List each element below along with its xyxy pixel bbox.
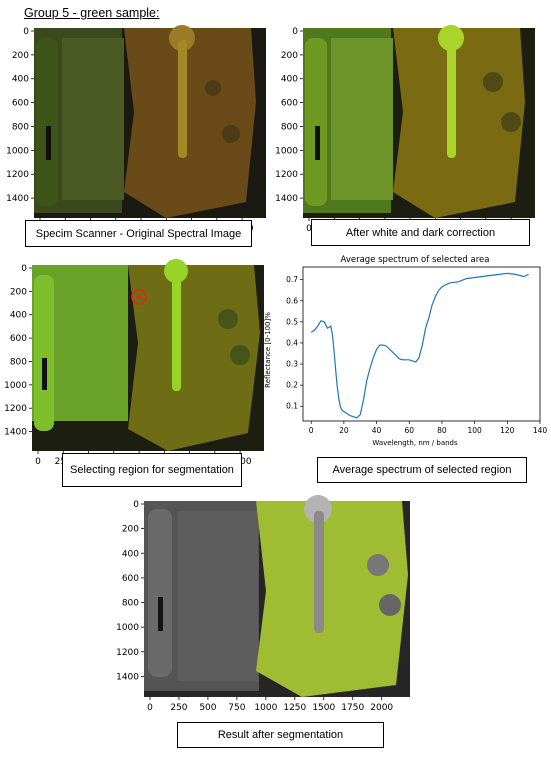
- chart-title: Average spectrum of selected area: [341, 255, 490, 265]
- image-y-tick: 200: [10, 287, 27, 297]
- caption-corrected: After white and dark correction: [311, 219, 530, 246]
- caption-result: Result after segmentation: [177, 722, 384, 748]
- image-y-tick: 400: [122, 549, 139, 559]
- image-y-tick: 1200: [116, 648, 139, 658]
- image-y-tick: 800: [10, 357, 27, 367]
- caption-selecting: Selecting region for segmentation: [62, 453, 242, 487]
- image-y-tick: 1000: [4, 381, 27, 391]
- image-y-tick: 600: [122, 574, 139, 584]
- selecting-image: 0200400600800100012001400025050075010001…: [4, 259, 264, 467]
- image-y-tick: 0: [23, 27, 29, 37]
- chart-x-tick: 80: [437, 426, 447, 435]
- chart-y-tick: 0.1: [286, 402, 298, 411]
- image-x-tick: 1000: [254, 703, 277, 713]
- image-x-tick: 500: [199, 703, 216, 713]
- image-y-tick: 0: [21, 264, 27, 274]
- image-y-tick: 1200: [275, 170, 298, 180]
- image-x-tick: 1500: [312, 703, 335, 713]
- image-y-tick: 1200: [4, 404, 27, 414]
- chart-y-tick: 0.2: [286, 381, 298, 390]
- caption-original: Specim Scanner - Original Spectral Image: [25, 220, 252, 247]
- image-y-tick: 600: [12, 99, 29, 109]
- image-y-tick: 800: [281, 122, 298, 132]
- spectrum-line: [310, 272, 529, 419]
- image-y-tick: 800: [122, 599, 139, 609]
- image-panel-corrected: 0200400600800100012001400025050075010001…: [275, 22, 540, 234]
- image-y-tick: 400: [10, 311, 27, 321]
- image-y-tick: 600: [10, 334, 27, 344]
- image-x-tick: 1250: [283, 703, 306, 713]
- image-x-tick: 750: [228, 703, 245, 713]
- image-y-tick: 200: [122, 525, 139, 535]
- chart-y-tick: 0.7: [286, 275, 298, 284]
- corrected-image: 0200400600800100012001400025050075010001…: [275, 25, 535, 234]
- spectrum-chart: Average spectrum of selected area 0 20 40 6…: [264, 255, 548, 447]
- image-y-tick: 200: [12, 51, 29, 61]
- chart-y-tick: 0.6: [286, 296, 298, 305]
- caption-spectrum: Average spectrum of selected region: [317, 457, 527, 483]
- chart-x-label: Wavelength, nm / bands: [372, 439, 458, 447]
- image-y-tick: 1400: [4, 428, 27, 438]
- image-y-tick: 1400: [116, 672, 139, 682]
- image-y-tick: 400: [12, 75, 29, 85]
- chart-x-tick: 120: [500, 426, 515, 435]
- chart-x-tick: 60: [404, 426, 414, 435]
- chart-y-tick: 0.5: [286, 317, 298, 326]
- image-y-tick: 200: [281, 51, 298, 61]
- group-heading: Group 5 - green sample:: [24, 6, 160, 20]
- image-panel-selecting: 0200400600800100012001400025050075010001…: [4, 259, 266, 467]
- image-x-tick: 0: [147, 703, 153, 713]
- chart-x-tick: 40: [372, 426, 382, 435]
- image-y-tick: 0: [292, 27, 298, 37]
- original-spectral-image: 0200400600800100012001400025050075010001…: [6, 25, 266, 234]
- chart-x-tick: 0: [309, 426, 314, 435]
- image-y-tick: 1000: [116, 623, 139, 633]
- image-y-tick: 1200: [6, 170, 29, 180]
- image-y-tick: 0: [133, 500, 139, 510]
- chart-frame: [302, 266, 541, 422]
- chart-y-label: Reflectance [0-100]%: [264, 312, 272, 388]
- chart-x-tick: 140: [533, 426, 548, 435]
- image-panel-original: 0200400600800100012001400025050075010001…: [6, 22, 268, 234]
- spectrum-chart-panel: Average spectrum of selected area 0 20 40 6…: [261, 253, 548, 455]
- image-y-tick: 400: [281, 75, 298, 85]
- chart-x-tick: 20: [339, 426, 349, 435]
- image-y-tick: 600: [281, 99, 298, 109]
- image-y-tick: 1000: [6, 146, 29, 156]
- image-y-tick: 800: [12, 122, 29, 132]
- image-x-tick: 0: [35, 457, 41, 467]
- image-y-tick: 1400: [6, 194, 29, 204]
- chart-x-tick: 100: [467, 426, 482, 435]
- image-x-tick: 0: [306, 224, 312, 234]
- image-panel-result: 0 200 400 600 800 1000 1200 1400 0 250 500 750 1000 1…: [116, 495, 416, 717]
- chart-y-tick: 0.4: [286, 338, 298, 347]
- image-y-tick: 1000: [275, 146, 298, 156]
- image-x-tick: 1750: [341, 703, 364, 713]
- image-y-tick: 1400: [275, 194, 298, 204]
- segmentation-result-image: 0 200 400 600 800 1000 1200 1400 0 250 500 750 1000 1…: [116, 495, 410, 713]
- image-x-tick: 2000: [370, 703, 393, 713]
- chart-y-tick: 0.3: [286, 360, 298, 369]
- image-x-tick: 250: [170, 703, 187, 713]
